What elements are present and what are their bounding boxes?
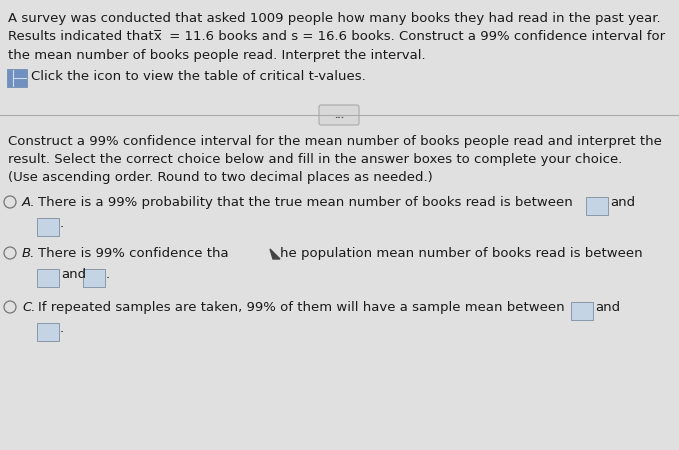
Text: the mean number of books people read. Interpret the interval.: the mean number of books people read. In… — [8, 49, 426, 62]
Text: ...: ... — [334, 111, 344, 120]
Text: Construct a 99% confidence interval for the mean number of books people read and: Construct a 99% confidence interval for … — [8, 135, 662, 148]
FancyBboxPatch shape — [319, 105, 359, 125]
Text: B.: B. — [22, 247, 35, 260]
Text: x̅: x̅ — [154, 30, 162, 43]
FancyBboxPatch shape — [7, 69, 27, 87]
Text: Click the icon to view the table of critical t-values.: Click the icon to view the table of crit… — [31, 70, 366, 83]
Text: (Use ascending order. Round to two decimal places as needed.): (Use ascending order. Round to two decim… — [8, 171, 433, 184]
Text: .: . — [106, 268, 110, 281]
FancyBboxPatch shape — [83, 269, 105, 287]
Text: and: and — [610, 196, 635, 209]
FancyBboxPatch shape — [571, 302, 593, 320]
Text: and: and — [595, 301, 620, 314]
Text: A survey was conducted that asked 1009 people how many books they had read in th: A survey was conducted that asked 1009 p… — [8, 12, 661, 25]
Text: .: . — [60, 217, 64, 230]
FancyBboxPatch shape — [586, 197, 608, 215]
Text: and: and — [61, 268, 86, 281]
Text: Results indicated that: Results indicated that — [8, 30, 158, 43]
Text: If repeated samples are taken, 99% of them will have a sample mean between: If repeated samples are taken, 99% of th… — [38, 301, 565, 314]
Text: A.: A. — [22, 196, 35, 209]
Text: result. Select the correct choice below and fill in the answer boxes to complete: result. Select the correct choice below … — [8, 153, 623, 166]
Text: There is 99% confidence tha: There is 99% confidence tha — [38, 247, 229, 260]
Text: he population mean number of books read is between: he population mean number of books read … — [280, 247, 642, 260]
Text: .: . — [60, 322, 64, 335]
Text: = 11.6 books and s = 16.6 books. Construct a 99% confidence interval for: = 11.6 books and s = 16.6 books. Constru… — [165, 30, 665, 43]
FancyBboxPatch shape — [37, 323, 59, 341]
Text: There is a 99% probability that the true mean number of books read is between: There is a 99% probability that the true… — [38, 196, 573, 209]
Text: C.: C. — [22, 301, 35, 314]
FancyBboxPatch shape — [37, 218, 59, 236]
FancyBboxPatch shape — [37, 269, 59, 287]
Polygon shape — [270, 249, 280, 259]
